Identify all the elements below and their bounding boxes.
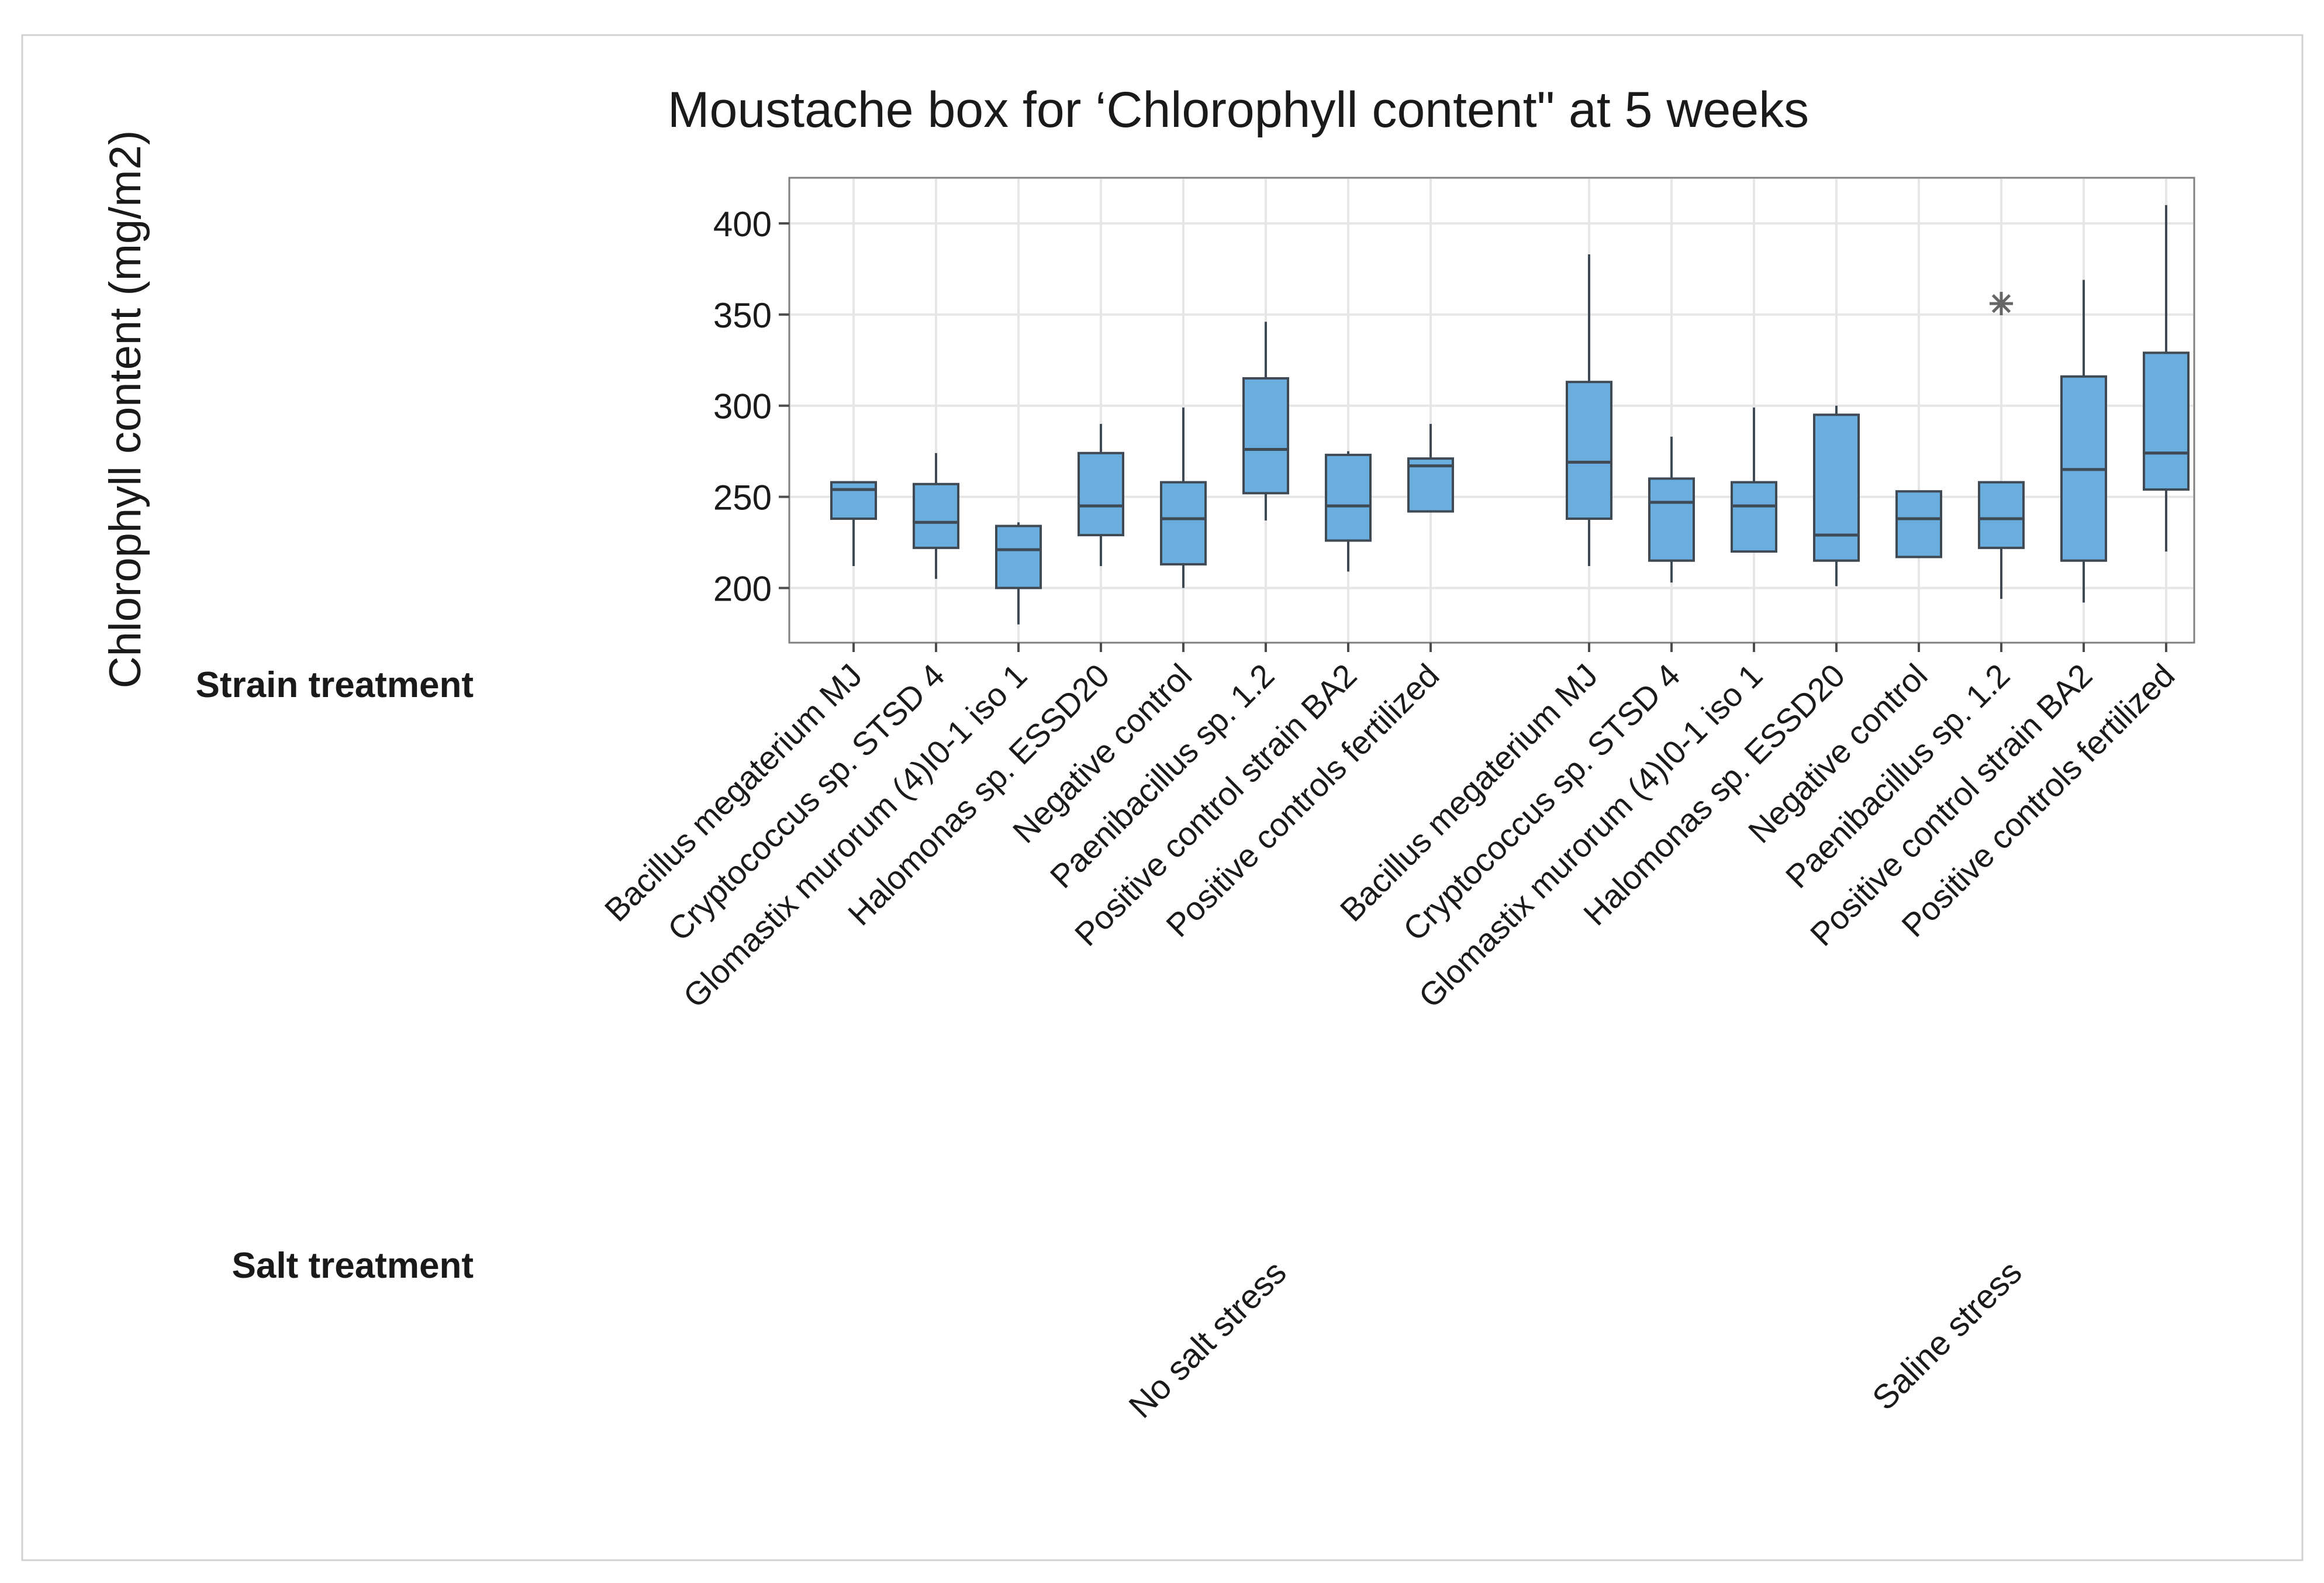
box-no-salt-3	[995, 522, 1042, 625]
iqr-box	[1407, 457, 1454, 513]
box-saline-8	[2143, 205, 2190, 552]
y-tick-label: 250	[713, 478, 772, 518]
box-saline-2	[1648, 436, 1695, 583]
iqr-box	[1078, 451, 1124, 537]
iqr-box	[1160, 481, 1207, 565]
y-tick-label: 400	[713, 205, 772, 244]
iqr-box	[1731, 481, 1777, 553]
iqr-box	[1566, 381, 1612, 520]
box-no-salt-6	[1242, 322, 1289, 521]
box-saline-5	[1895, 490, 1942, 558]
iqr-box	[1325, 453, 1372, 542]
strain-treatment-label: Strain treatment	[196, 665, 474, 705]
box-saline-6	[1978, 292, 2025, 599]
y-tick-label: 300	[713, 387, 772, 426]
salt-treatment-label: Salt treatment	[232, 1246, 474, 1286]
iqr-box	[1242, 377, 1289, 495]
box-no-salt-2	[913, 453, 959, 579]
box-no-salt-1	[830, 481, 877, 567]
box-no-salt-5	[1160, 407, 1207, 588]
box-no-salt-4	[1078, 423, 1124, 567]
box-saline-7	[2060, 280, 2107, 603]
box-saline-4	[1813, 405, 1860, 587]
iqr-box	[2143, 351, 2190, 491]
outlier-marker	[1990, 292, 2013, 316]
iqr-box	[995, 525, 1042, 589]
box-no-salt-8	[1407, 423, 1454, 513]
iqr-box	[1978, 481, 2025, 549]
iqr-box	[913, 482, 959, 549]
y-tick-label: 200	[713, 569, 772, 608]
iqr-box	[830, 481, 877, 520]
box-saline-3	[1731, 407, 1777, 553]
y-axis: 200 250 300 350 400	[713, 205, 789, 608]
iqr-box	[1648, 477, 1695, 562]
chart-title: Moustache box for ‘Chlorophyll content" …	[668, 82, 1809, 138]
y-axis-label: Chlorophyll content (mg/m2)	[101, 130, 150, 689]
iqr-box	[1813, 413, 1860, 562]
y-tick-label: 350	[713, 296, 772, 335]
box-no-salt-7	[1325, 451, 1372, 572]
iqr-box	[1895, 490, 1942, 558]
box-saline-1	[1566, 254, 1612, 567]
box-series	[830, 205, 2190, 625]
